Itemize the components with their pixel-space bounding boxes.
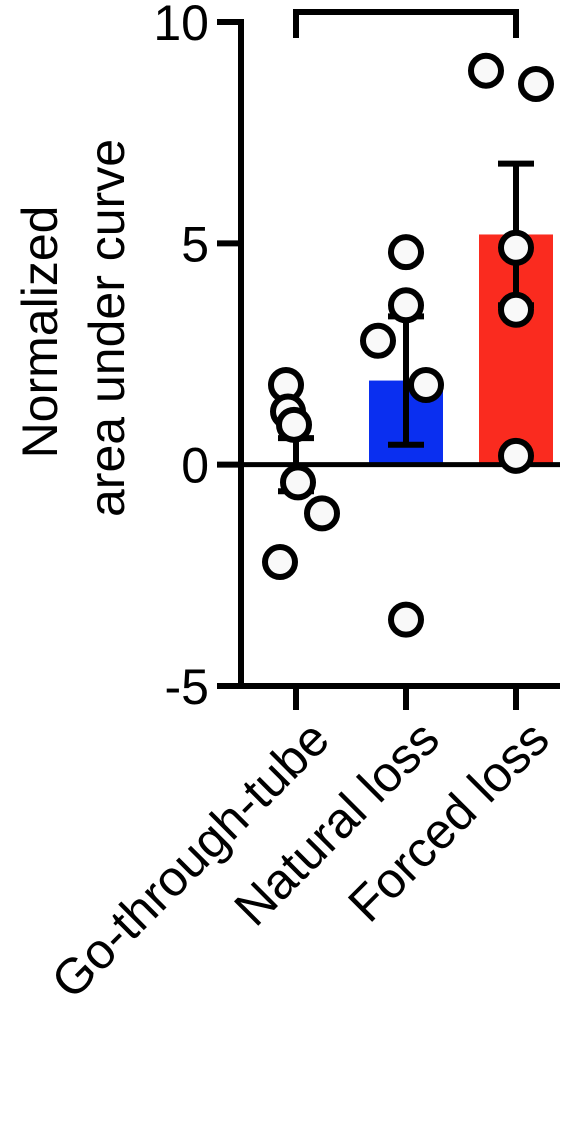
data-point-0-5 — [262, 544, 298, 581]
data-point-0-2 — [276, 406, 312, 443]
data-point-2-1 — [518, 65, 554, 102]
y-tick-label-3: 10 — [153, 0, 209, 51]
data-points — [262, 52, 554, 638]
y-tick-label-0: -5 — [165, 659, 209, 715]
bracket-line — [293, 9, 519, 38]
axes — [238, 19, 560, 689]
significance-bracket — [293, 9, 519, 38]
data-point-2-4 — [498, 437, 534, 474]
data-point-1-2 — [360, 322, 396, 359]
data-point-2-0 — [468, 52, 504, 89]
data-point-0-4 — [304, 495, 340, 532]
data-point-1-4 — [388, 601, 424, 638]
data-point-1-1 — [388, 287, 424, 324]
data-point-2-2 — [498, 229, 534, 266]
y-axis-label-line-2: area under curve — [79, 139, 135, 517]
y-tick-label-2: 5 — [181, 216, 209, 272]
y-ticks: -5 0 5 10 — [153, 0, 241, 715]
data-point-2-3 — [498, 291, 534, 328]
data-point-1-0 — [388, 234, 424, 271]
y-axis-label-line-1: Normalized — [12, 206, 68, 459]
y-axis-label: Normalized area under curve — [12, 139, 135, 517]
data-point-1-3 — [408, 366, 444, 403]
data-point-0-3 — [280, 464, 316, 501]
y-tick-label-1: 0 — [181, 438, 209, 494]
